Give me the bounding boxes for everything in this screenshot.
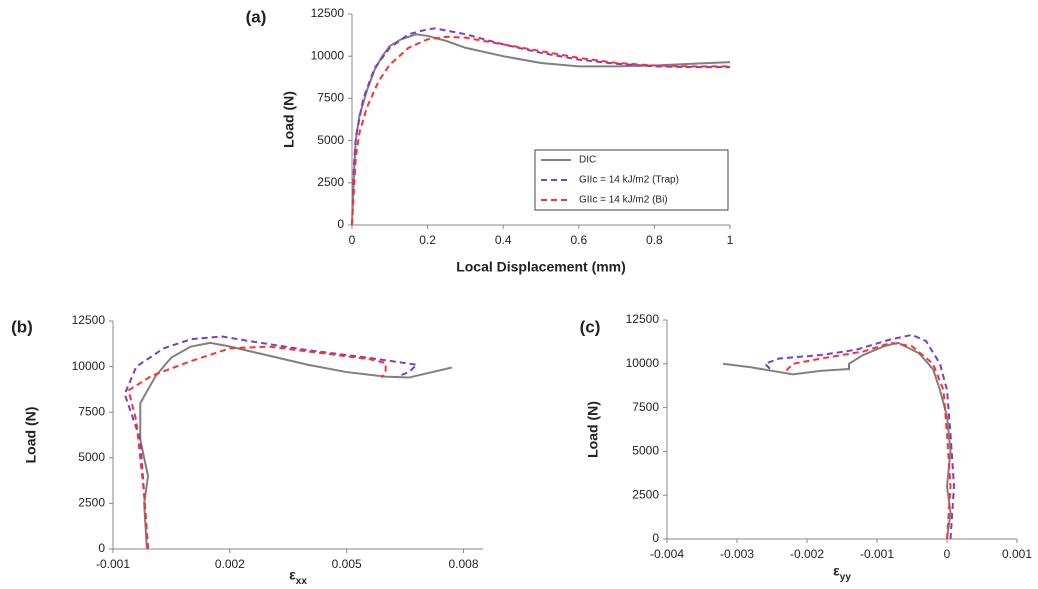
- x-axis-label: εxx: [289, 567, 307, 587]
- x-tick-label: 0.6: [570, 233, 587, 247]
- series-line: [785, 341, 952, 540]
- y-tick-label: 2500: [632, 487, 659, 501]
- chart-title: (b): [11, 317, 33, 336]
- y-tick-label: 7500: [632, 400, 659, 414]
- legend-label: GIIc = 14 kJ/m2 (Trap): [579, 175, 679, 186]
- series-line: [763, 333, 956, 540]
- x-tick-label: 0.005: [332, 557, 362, 571]
- x-tick-label: 0.002: [215, 557, 245, 571]
- x-tick-label: -0.001: [860, 547, 894, 561]
- x-axis-label: Local Displacement (mm): [456, 259, 626, 275]
- y-tick-label: 0: [337, 217, 344, 231]
- y-tick-label: 12500: [311, 6, 345, 20]
- y-axis-label: Load (N): [585, 401, 601, 458]
- y-tick-label: 0: [652, 531, 659, 545]
- y-tick-label: 10000: [626, 356, 660, 370]
- x-tick-label: 1: [727, 233, 734, 247]
- chart-title: (a): [246, 7, 267, 26]
- y-tick-label: 0: [98, 541, 105, 555]
- y-axis-label: Load (N): [281, 91, 297, 148]
- x-tick-label: 0.8: [646, 233, 663, 247]
- y-tick-label: 5000: [317, 133, 344, 147]
- legend-label: GIIc = 14 kJ/m2 (Bi): [579, 195, 668, 206]
- series-line: [722, 341, 952, 540]
- y-tick-label: 5000: [632, 444, 659, 458]
- y-axis-label: Load (N): [23, 407, 39, 464]
- legend-label: DIC: [579, 155, 596, 166]
- y-tick-label: 12500: [626, 312, 660, 326]
- y-tick-label: 7500: [317, 91, 344, 105]
- y-tick-label: 10000: [311, 48, 345, 62]
- y-tick-label: 2500: [317, 175, 344, 189]
- y-tick-label: 10000: [72, 359, 106, 373]
- y-tick-label: 2500: [78, 496, 105, 510]
- x-tick-label: 0: [944, 547, 951, 561]
- y-tick-label: 12500: [72, 313, 106, 327]
- x-tick-label: 0.2: [419, 233, 436, 247]
- y-tick-label: 5000: [78, 450, 105, 464]
- x-axis-label: εyy: [833, 563, 851, 583]
- x-tick-label: -0.004: [650, 547, 684, 561]
- x-tick-label: -0.001: [96, 557, 130, 571]
- series-line: [351, 35, 730, 226]
- x-tick-label: 0.4: [495, 233, 512, 247]
- chart-title: (c): [580, 317, 601, 336]
- series-line: [351, 27, 730, 226]
- x-tick-label: 0.008: [449, 557, 479, 571]
- series-line: [123, 335, 419, 550]
- x-tick-label: -0.003: [720, 547, 754, 561]
- x-tick-label: 0: [349, 233, 356, 247]
- x-tick-label: 0.001: [1002, 547, 1032, 561]
- x-tick-label: -0.002: [790, 547, 824, 561]
- series-line: [127, 345, 387, 550]
- series-line: [139, 341, 453, 550]
- y-tick-label: 7500: [78, 404, 105, 418]
